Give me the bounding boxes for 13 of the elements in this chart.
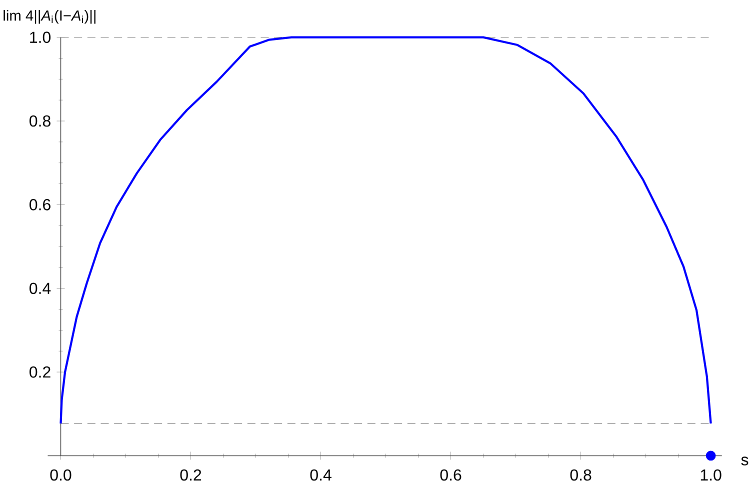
y-axis-title: lim 4||A$_{i}$(I−A$_{i}$)|| xyxy=(4,10,96,24)
x-tick-label: 0.6 xyxy=(440,469,462,481)
x-tick-label: 1.0 xyxy=(700,469,722,481)
y-tick-label: 0.8 xyxy=(30,115,50,127)
x-tick-label: 0.4 xyxy=(310,469,332,481)
y-tick-label: 0.4 xyxy=(30,282,51,294)
x-tick-label: 0.8 xyxy=(570,469,592,481)
x-tick-label: 0.0 xyxy=(50,469,72,481)
x-tick-label: 0.2 xyxy=(180,469,202,481)
y-tick-label: 0.2 xyxy=(30,366,50,378)
y-tick-label: 0.6 xyxy=(30,199,50,210)
y-tick-label: 1.0 xyxy=(30,32,51,43)
x-axis-title: s xyxy=(741,456,748,466)
